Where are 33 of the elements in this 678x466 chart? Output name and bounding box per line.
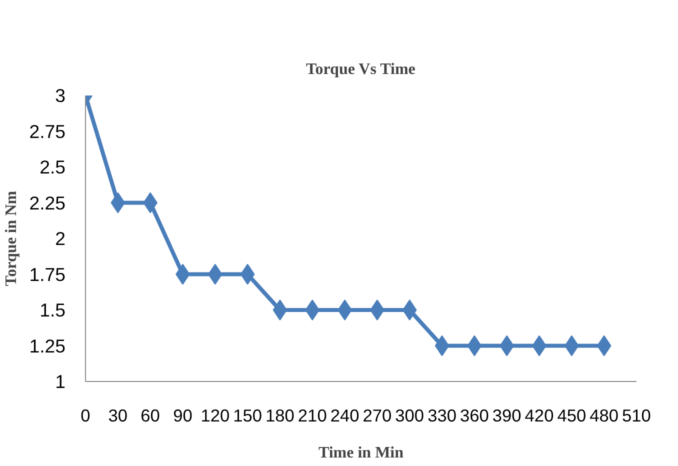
y-tick-label: 1 bbox=[55, 371, 66, 392]
x-tick-label: 90 bbox=[173, 406, 192, 426]
x-tick-label: 180 bbox=[266, 406, 294, 426]
x-tick-label: 210 bbox=[298, 406, 327, 426]
x-tick-label: 420 bbox=[524, 406, 554, 426]
x-tick-label: 480 bbox=[590, 406, 619, 426]
point bbox=[272, 300, 288, 320]
y-tick-label: 2.25 bbox=[29, 192, 66, 214]
x-tick-label: 120 bbox=[200, 406, 230, 426]
x-axis-title: Time in Min bbox=[318, 444, 404, 462]
x-tick-label: 360 bbox=[460, 406, 489, 426]
y-axis-title: Torque in Nm bbox=[3, 190, 20, 286]
x-tick-label: 450 bbox=[557, 406, 586, 426]
y-tick-label: 2.75 bbox=[29, 120, 66, 142]
y-tick-label: 2.5 bbox=[40, 156, 66, 178]
point bbox=[305, 300, 320, 320]
x-tick-label: 30 bbox=[108, 406, 128, 426]
y-tick-label: 1.25 bbox=[29, 335, 66, 356]
y-tick-label: 2 bbox=[55, 228, 66, 249]
y-tick-label: 1.75 bbox=[29, 264, 66, 285]
x-tick-label: 330 bbox=[428, 406, 456, 426]
chart-title: Torque Vs Time bbox=[306, 61, 416, 78]
x-tick-label: 300 bbox=[395, 406, 424, 426]
x-tick-label: 270 bbox=[362, 406, 392, 426]
x-tick-label: 60 bbox=[140, 406, 160, 426]
y-tick-label: 3 bbox=[55, 85, 66, 106]
y-tick-label: 1.5 bbox=[40, 300, 66, 320]
point bbox=[402, 300, 417, 320]
x-tick-label: 0 bbox=[80, 406, 90, 426]
x-tick-label: 390 bbox=[492, 406, 522, 426]
x-tick-label: 240 bbox=[330, 406, 360, 426]
x-tick-label: 510 bbox=[622, 406, 651, 426]
x-tick-label: 150 bbox=[233, 406, 262, 426]
